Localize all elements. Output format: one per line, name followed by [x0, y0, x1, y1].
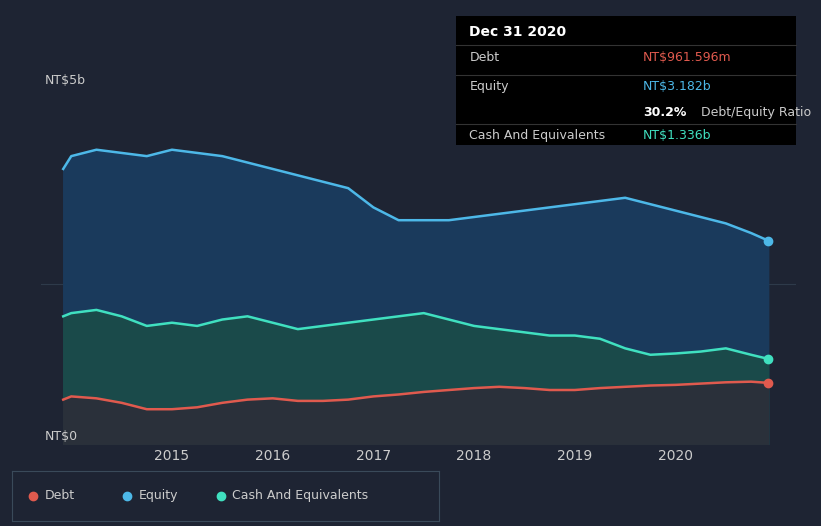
Text: Equity: Equity [138, 489, 178, 502]
Text: Debt: Debt [44, 489, 75, 502]
Text: 30.2%: 30.2% [643, 106, 686, 119]
Text: NT$5b: NT$5b [45, 74, 86, 87]
Text: Debt: Debt [470, 50, 499, 64]
Text: Dec 31 2020: Dec 31 2020 [470, 25, 566, 39]
Text: Debt/Equity Ratio: Debt/Equity Ratio [701, 106, 811, 119]
Text: Cash And Equivalents: Cash And Equivalents [470, 129, 605, 142]
Text: Cash And Equivalents: Cash And Equivalents [232, 489, 369, 502]
Text: Equity: Equity [470, 80, 509, 93]
Text: NT$3.182b: NT$3.182b [643, 80, 712, 93]
Text: NT$961.596m: NT$961.596m [643, 50, 732, 64]
Text: NT$0: NT$0 [45, 430, 78, 443]
Text: NT$1.336b: NT$1.336b [643, 129, 712, 142]
